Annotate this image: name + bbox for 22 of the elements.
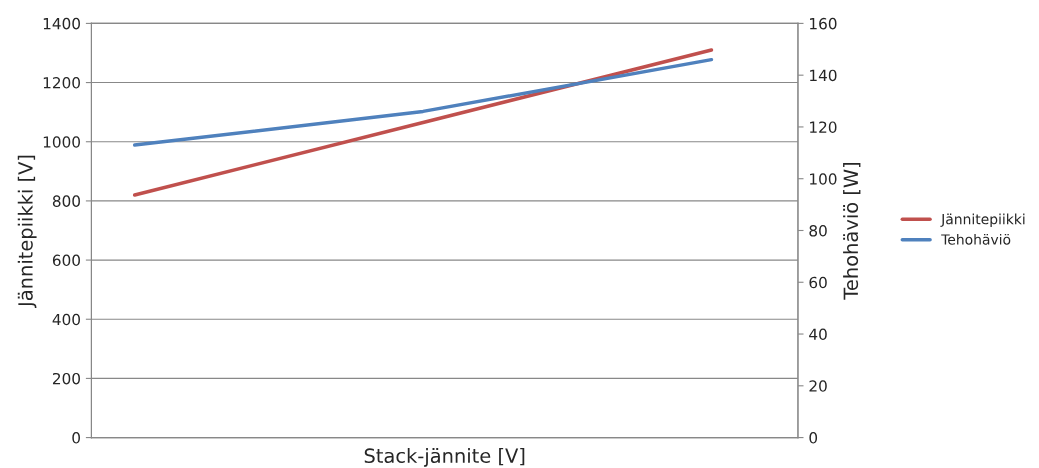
y2-tick-label: 160 <box>810 17 837 30</box>
y2-axis-title: Tehohäviö [W] <box>843 162 861 300</box>
y2-tick-label: 120 <box>810 121 837 133</box>
y2-tick-label: 100 <box>810 173 837 185</box>
y2-tick-label: 60 <box>809 276 827 289</box>
y2-tick-label: 40 <box>809 328 827 341</box>
y-tick-label: 1400 <box>43 17 80 30</box>
y2-tick-label: 0 <box>809 432 818 444</box>
y2-tick-label: 80 <box>809 224 827 237</box>
y2-tick-label: 20 <box>809 380 827 392</box>
y-tick-label: 0 <box>72 432 80 444</box>
x-axis-title: Stack-jännite [V] <box>364 448 525 467</box>
y-tick-label: 1200 <box>43 77 80 89</box>
y-axis-title: Jännitepiikki [V] <box>17 155 37 308</box>
y-tick-label: 1000 <box>43 136 80 148</box>
y-tick-label: 600 <box>52 254 80 267</box>
y2-tick-label: 140 <box>810 69 837 82</box>
legend-label: Jännitepiikki <box>940 213 1025 228</box>
y-tick-label: 800 <box>52 195 80 207</box>
y-tick-label: 200 <box>52 372 80 385</box>
legend-label: Tehohäviö <box>941 233 1011 245</box>
y-tick-label: 400 <box>52 313 80 326</box>
